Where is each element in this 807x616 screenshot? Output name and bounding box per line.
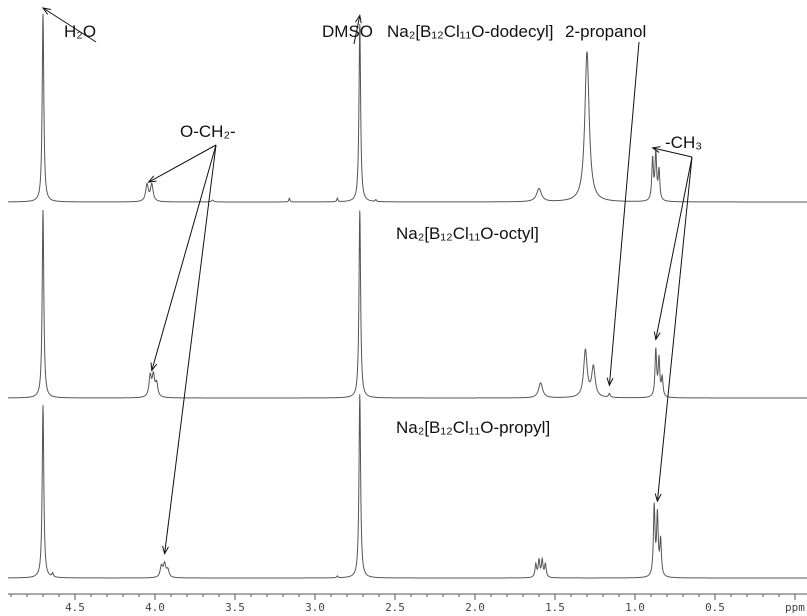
tick-label: 4.0 (145, 601, 165, 614)
arrow-head (606, 377, 614, 387)
spectrum-traces (8, 13, 807, 579)
annotation-arrows (41, 7, 693, 556)
tick-label: 2.5 (385, 601, 405, 614)
ch2-label: O-CH₂- (180, 122, 236, 141)
octyl-label: Na₂[B₁₂Cl₁₁O-octyl] (396, 224, 539, 243)
arrow-head (150, 362, 158, 372)
annotation-arrow (652, 147, 693, 158)
arrow-head (354, 14, 362, 24)
arrow-head (651, 146, 661, 153)
spectrum-line (8, 394, 807, 579)
propanol-label: 2-propanol (565, 22, 646, 41)
annotation-arrow (148, 144, 217, 183)
tick-label: 1.0 (625, 601, 645, 614)
spectrum-line (8, 13, 807, 203)
arrow-head (653, 331, 661, 341)
annotation-arrow (656, 156, 693, 502)
dodecyl-label: Na₂[B₁₂Cl₁₁O-dodecyl] (387, 22, 553, 41)
annotation-arrow (42, 7, 97, 43)
tick-label: 4.5 (65, 601, 85, 614)
annotation-arrow (164, 144, 217, 554)
tick-label: 3.5 (225, 601, 245, 614)
propyl-label: Na₂[B₁₂Cl₁₁O-propyl] (396, 418, 550, 437)
ppm-axis: 4.5 4.0 3.5 3.0 2.5 2.0 1.5 1.0 0.5 ppm (8, 593, 807, 614)
axis-unit-label: ppm (785, 601, 805, 614)
annotation-arrow (608, 41, 640, 386)
annotation-arrow (151, 144, 217, 371)
arrow-head (654, 493, 662, 503)
tick-label: 2.0 (465, 601, 485, 614)
spectrum-line (8, 209, 807, 399)
annotation-arrow (655, 156, 693, 340)
ch3-label: -CH₃ (665, 133, 702, 152)
arrow-head (147, 175, 157, 183)
tick-label: 0.5 (705, 601, 725, 614)
arrow-head (41, 7, 51, 15)
annotation-arrow (353, 15, 361, 45)
arrow-head (162, 545, 169, 556)
tick-label: 3.0 (305, 601, 325, 614)
dmso-label: DMSO (322, 22, 373, 41)
tick-label: 1.5 (545, 601, 565, 614)
h2o-label: H₂O (64, 22, 96, 41)
